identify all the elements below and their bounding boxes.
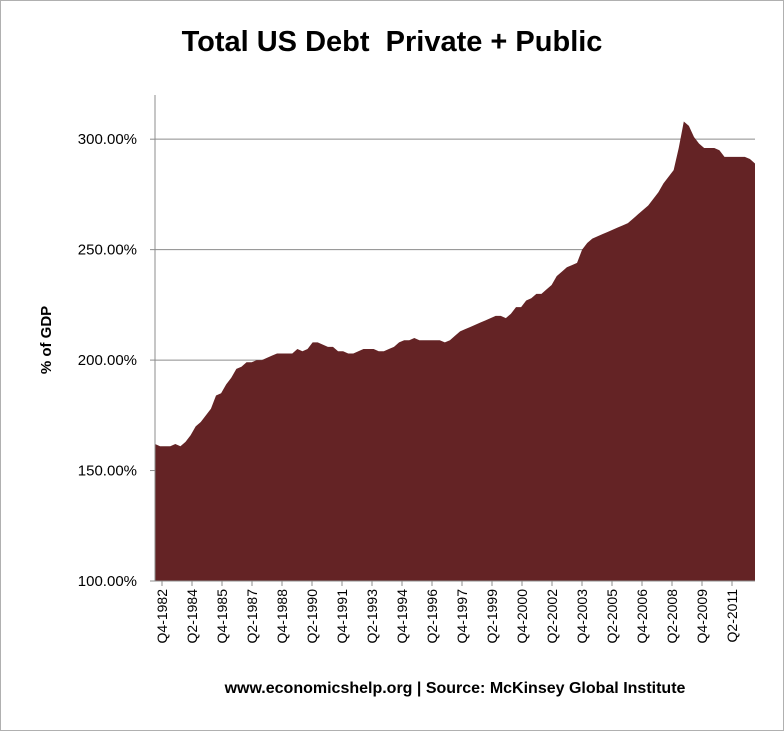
x-tick-label: Q4-1997 xyxy=(454,589,470,644)
y-tick-label: 250.00% xyxy=(78,242,137,259)
y-axis-label: % of GDP xyxy=(38,306,55,374)
y-tick-labels: 100.00% 150.00% 200.00% 250.00% 300.00% xyxy=(78,131,155,590)
y-tick-label: 100.00% xyxy=(78,573,137,590)
x-tick-label: Q4-1985 xyxy=(214,589,230,644)
y-tick-label: 200.00% xyxy=(78,352,137,369)
x-tick-label: Q4-2006 xyxy=(634,589,650,644)
x-tick-label: Q4-2000 xyxy=(514,589,530,644)
x-tick-label: Q2-2011 xyxy=(724,589,740,643)
x-tick-label: Q2-1987 xyxy=(244,589,260,644)
x-tick-label: Q2-1999 xyxy=(484,589,500,644)
y-tick-label: 300.00% xyxy=(78,131,137,148)
x-tick-label: Q4-2003 xyxy=(574,589,590,644)
x-tick-label: Q2-1996 xyxy=(424,589,440,644)
x-tick-label: Q2-1993 xyxy=(364,589,380,644)
x-tick-label: Q2-1990 xyxy=(304,589,320,644)
axes xyxy=(154,95,755,582)
x-tick-label: Q4-1982 xyxy=(154,589,170,644)
x-tick-label: Q4-2009 xyxy=(694,589,710,644)
x-tick-label: Q2-2008 xyxy=(664,589,680,644)
x-tick-label: Q4-1988 xyxy=(274,589,290,644)
x-tick-labels: Q4-1982 Q2-1984 Q4-1985 Q2-1987 Q4-1988 Q2-19… xyxy=(154,581,740,643)
area-series xyxy=(155,121,755,581)
x-tick-label: Q2-2005 xyxy=(604,589,620,644)
x-tick-label: Q4-1991 xyxy=(334,589,350,644)
x-tick-label: Q2-2002 xyxy=(544,589,560,644)
chart-source-footer: www.economicshelp.org | Source: McKinsey… xyxy=(224,680,686,697)
chart-title: Total US Debt Private + Public xyxy=(181,26,603,58)
x-tick-label: Q2-1984 xyxy=(184,589,200,644)
y-tick-label: 150.00% xyxy=(78,463,137,480)
debt-area xyxy=(155,121,755,581)
x-tick-label: Q4-1994 xyxy=(394,589,410,644)
